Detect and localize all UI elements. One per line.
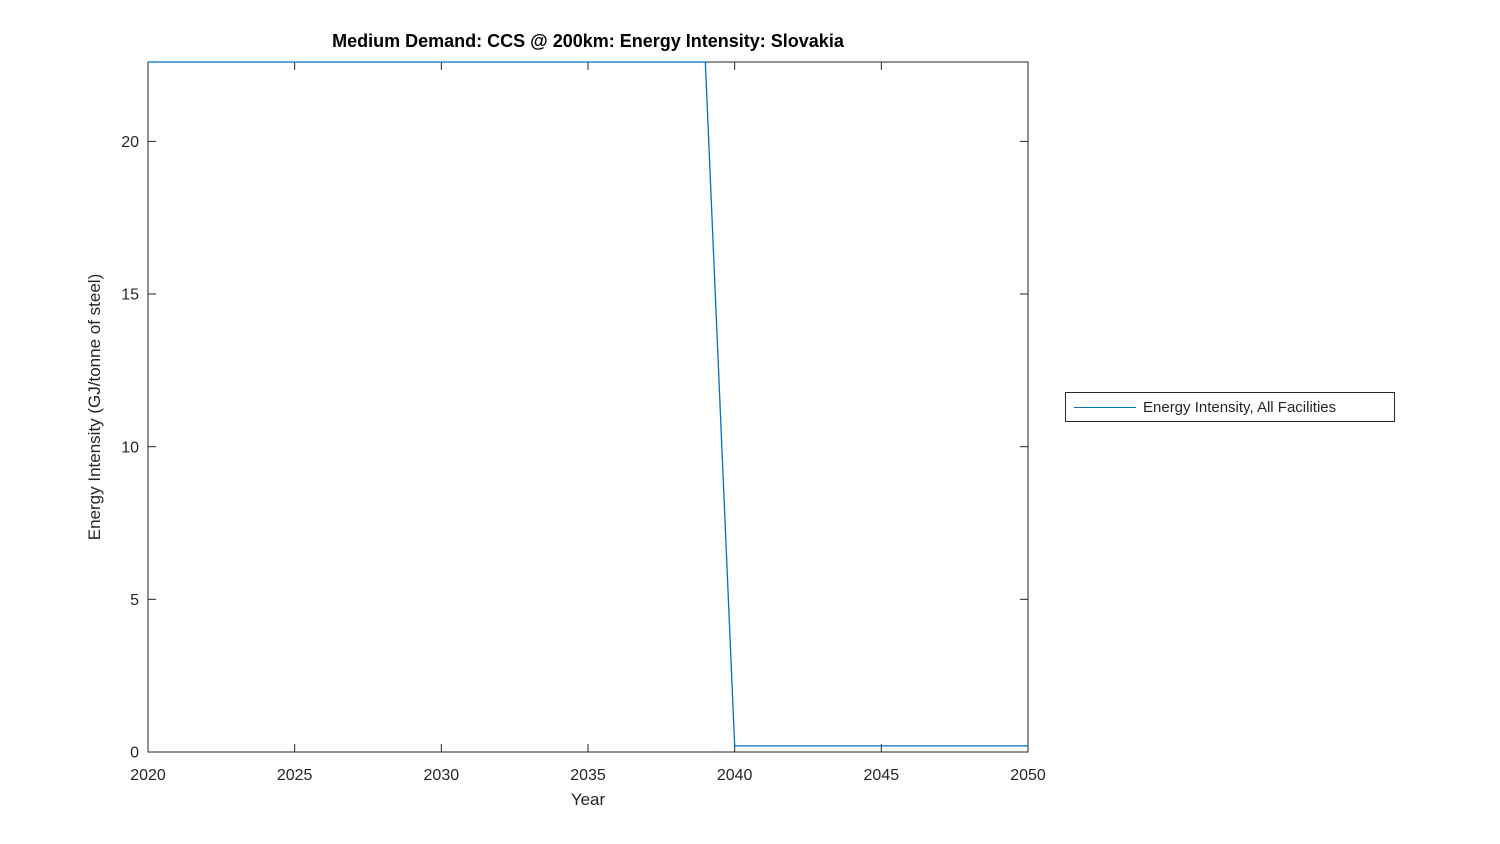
x-tick-label: 2020	[130, 767, 166, 784]
legend-line-sample	[1074, 406, 1136, 408]
x-tick-label: 2030	[424, 767, 460, 784]
x-tick-label: 2025	[277, 767, 313, 784]
y-tick-label: 5	[130, 592, 139, 609]
x-tick-label: 2040	[717, 767, 753, 784]
x-tick-label: 2045	[864, 767, 900, 784]
plot-box	[147, 61, 1029, 753]
axes-layer: 2020 2025 2030 2035 2040 2045 2050 0 5 10 15 20	[121, 61, 1046, 784]
x-axis-label: Year	[570, 790, 606, 809]
y-tick-label: 20	[121, 134, 139, 151]
chart-title: Medium Demand: CCS @ 200km: Energy Inten…	[332, 31, 844, 51]
legend-label: Energy Intensity, All Facilities	[1143, 398, 1337, 416]
x-tick-label: 2035	[570, 767, 606, 784]
series-layer	[148, 61, 1028, 747]
y-tick-label: 10	[121, 439, 139, 456]
series-line	[148, 61, 1028, 747]
x-tick-label: 2050	[1010, 767, 1046, 784]
y-tick-label: 15	[121, 287, 139, 304]
y-tick-label: 0	[130, 745, 139, 762]
legend: Energy Intensity, All Facilities	[1065, 392, 1395, 422]
